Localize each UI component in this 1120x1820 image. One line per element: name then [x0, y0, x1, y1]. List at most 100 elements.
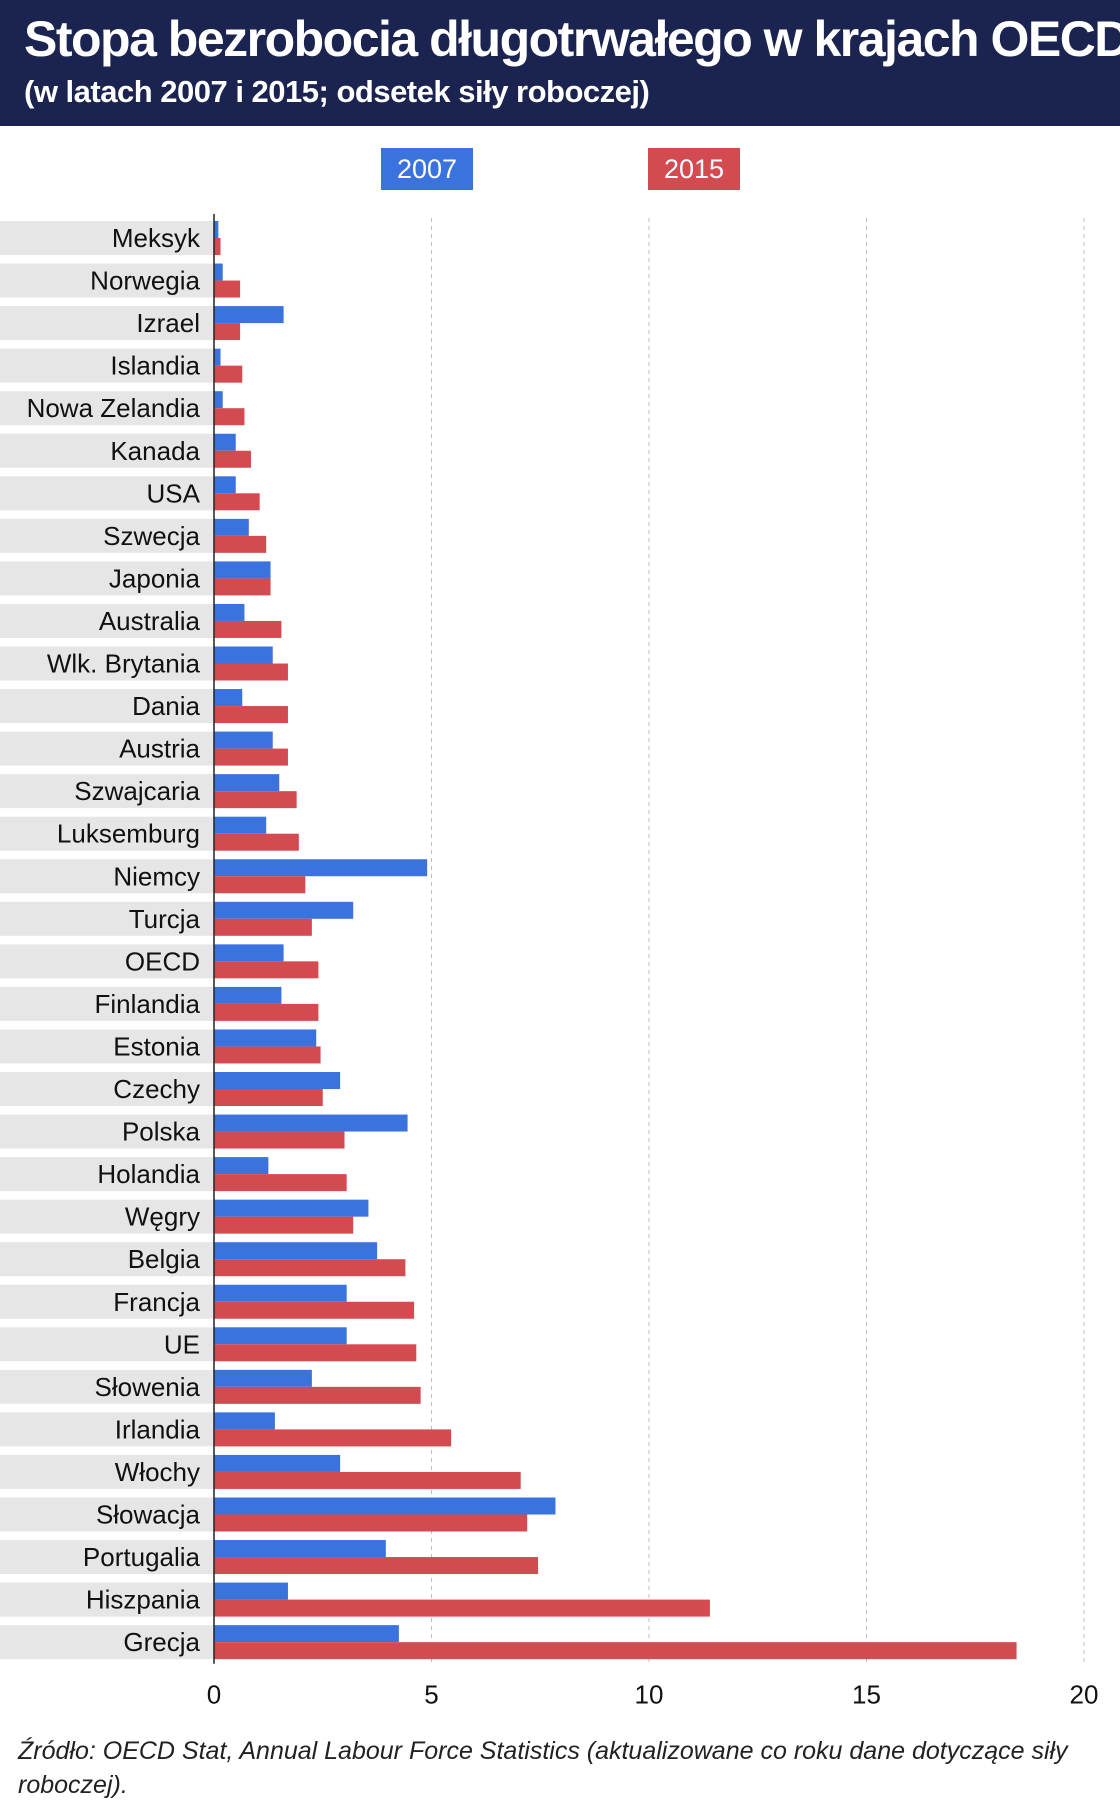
chart-title: Stopa bezrobocia długotrwałego w krajach… — [24, 11, 1120, 67]
category-label: Dania — [132, 691, 200, 721]
category-label: Wlk. Brytania — [47, 649, 201, 679]
bar-2015 — [214, 1301, 415, 1319]
category-label: Francja — [113, 1287, 200, 1317]
chart-subtitle: (w latach 2007 i 2015; odsetek siły robo… — [24, 74, 650, 109]
bar-2015 — [214, 1386, 421, 1404]
category-band — [0, 1497, 214, 1532]
bar-2015 — [214, 323, 241, 341]
x-tick-label: 0 — [207, 1680, 221, 1710]
bar-2015 — [214, 833, 299, 851]
bar-2015 — [214, 1216, 354, 1234]
bar-2007 — [214, 1540, 386, 1558]
category-band — [0, 859, 214, 894]
bar-2015 — [214, 1429, 452, 1447]
bar-2015 — [214, 280, 241, 298]
bar-2007 — [214, 1369, 312, 1387]
x-tick-label: 10 — [635, 1680, 664, 1710]
category-label: Słowenia — [94, 1372, 200, 1402]
category-label: Portugalia — [83, 1542, 201, 1572]
bar-chart: Meksyk Norwegia Izrael Islandia Nowa Zelandi… — [0, 214, 1099, 1710]
category-label: Nowa Zelandia — [27, 393, 201, 423]
bar-2015 — [214, 876, 306, 894]
category-label: Słowacja — [96, 1500, 201, 1530]
bar-2007 — [214, 1157, 269, 1175]
category-band — [0, 1157, 214, 1192]
category-label: Australia — [99, 606, 201, 636]
bar-2007 — [214, 1454, 341, 1472]
category-band — [0, 774, 214, 809]
bar-2015 — [214, 620, 282, 638]
category-band — [0, 221, 214, 255]
category-label: Szwajcaria — [74, 776, 200, 806]
x-tick-label: 15 — [852, 1680, 881, 1710]
category-label: Węgry — [125, 1202, 200, 1232]
header-banner: Stopa bezrobocia długotrwałego w krajach… — [0, 0, 1120, 126]
bar-2007 — [214, 306, 284, 324]
bar-2015 — [214, 1642, 1017, 1660]
x-tick-label: 20 — [1070, 1680, 1099, 1710]
category-band — [0, 1582, 214, 1617]
category-band — [0, 1412, 214, 1447]
bar-2007 — [214, 689, 243, 707]
category-band — [0, 1625, 214, 1660]
bar-2015 — [214, 1514, 528, 1532]
bar-2007 — [214, 263, 223, 281]
category-label: USA — [147, 478, 201, 508]
category-band — [0, 1454, 214, 1489]
category-band — [0, 518, 214, 553]
bar-2007 — [214, 646, 273, 664]
bar-2007 — [214, 1242, 378, 1260]
category-band — [0, 901, 214, 936]
bar-2007 — [214, 1327, 347, 1345]
bar-2015 — [214, 961, 319, 979]
bar-2007 — [214, 518, 249, 536]
category-label: Czechy — [113, 1074, 200, 1104]
bar-2007 — [214, 476, 236, 494]
category-band — [0, 1242, 214, 1277]
category-label: Belgia — [128, 1244, 201, 1274]
source-note: Źródło: OECD Stat, Annual Labour Force S… — [18, 1737, 1068, 1799]
bar-2007 — [214, 774, 280, 792]
category-label: Islandia — [110, 351, 200, 381]
category-band — [0, 646, 214, 681]
category-label: Niemcy — [113, 861, 200, 891]
bar-2015 — [214, 1599, 710, 1617]
bar-2007 — [214, 561, 271, 579]
bar-2007 — [214, 944, 284, 962]
category-band — [0, 1327, 214, 1362]
category-label: Finlandia — [94, 989, 200, 1019]
category-band — [0, 1369, 214, 1404]
category-band — [0, 1072, 214, 1106]
bar-2015 — [214, 408, 245, 426]
bar-2015 — [214, 1174, 347, 1192]
category-band — [0, 1199, 214, 1234]
category-band — [0, 1540, 214, 1575]
bar-2015 — [214, 365, 243, 383]
bar-2015 — [214, 493, 260, 511]
category-band — [0, 433, 214, 468]
bar-2007 — [214, 986, 282, 1004]
category-label: OECD — [125, 946, 200, 976]
category-label: Grecja — [123, 1627, 200, 1657]
bar-2015 — [214, 791, 297, 809]
bar-2007 — [214, 1114, 408, 1132]
category-band — [0, 816, 214, 851]
bar-2007 — [214, 603, 245, 621]
category-label: Japonia — [109, 563, 201, 593]
bar-2007 — [214, 1072, 341, 1089]
category-band — [0, 263, 214, 298]
bar-2007 — [214, 433, 236, 451]
category-label: Estonia — [113, 1031, 200, 1061]
bar-2015 — [214, 663, 288, 681]
bar-2007 — [214, 391, 223, 409]
category-band — [0, 944, 214, 979]
category-label: Polska — [122, 1117, 201, 1147]
bar-2007 — [214, 221, 219, 238]
category-band — [0, 689, 214, 724]
bar-2007 — [214, 1582, 288, 1600]
bar-2007 — [214, 731, 273, 749]
legend-item-2015: 2015 — [648, 148, 740, 190]
bar-2015 — [214, 1471, 521, 1489]
category-label: Kanada — [110, 436, 200, 466]
category-label: Hiszpania — [86, 1585, 201, 1615]
